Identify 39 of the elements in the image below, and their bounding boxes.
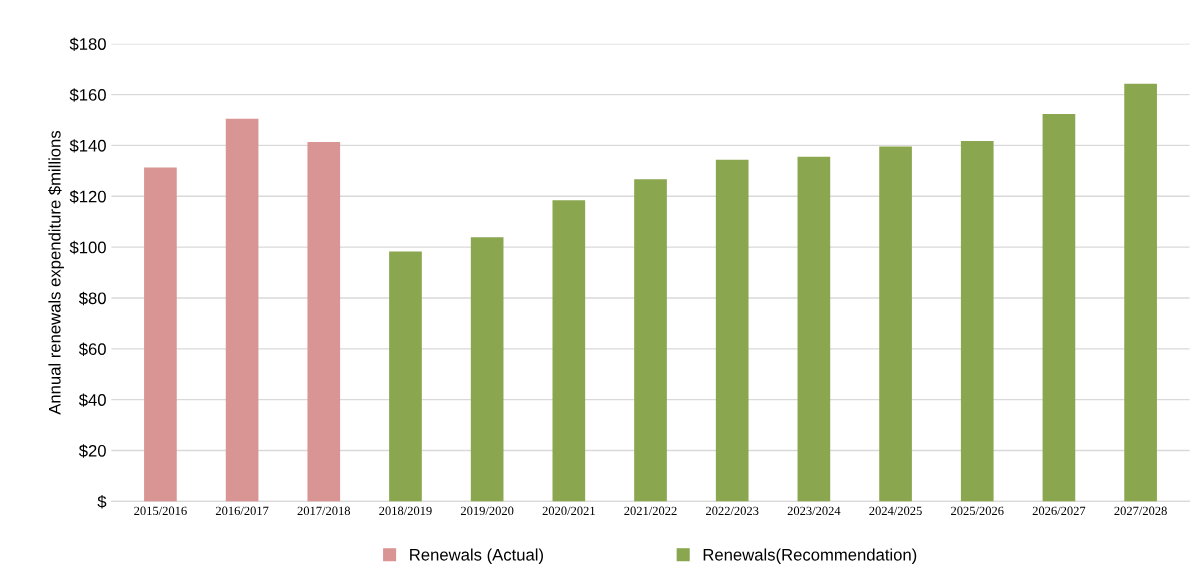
x-tick-label: 2021/2022 — [624, 506, 677, 516]
x-tick-label: 2016/2017 — [215, 506, 269, 516]
x-tick-label: 2022/2023 — [706, 506, 759, 516]
bar — [634, 179, 667, 502]
x-tick-label: 2023/2024 — [787, 506, 841, 516]
bar — [144, 167, 177, 502]
legend-label: Renewals (Actual) — [410, 548, 543, 564]
x-tick-label: 2026/2027 — [1032, 506, 1086, 516]
bar — [1124, 83, 1157, 502]
y-tick-label: $120 — [69, 189, 106, 204]
legend-label: Renewals(Recommendation) — [703, 548, 917, 564]
x-tick-label: 2015/2016 — [134, 506, 187, 516]
y-axis-title: Annual renewals expenditure $millions — [48, 130, 64, 415]
y-tick-label: $100 — [69, 240, 106, 255]
x-tick-label: 2025/2026 — [951, 506, 1004, 516]
y-tick-label: $20 — [78, 444, 106, 458]
bar — [470, 237, 504, 502]
bar — [1042, 113, 1076, 502]
bar — [225, 118, 259, 502]
x-tick-label: 2027/2028 — [1114, 506, 1167, 516]
x-tick-label: 2024/2025 — [869, 506, 922, 516]
bar — [960, 141, 994, 502]
x-tick-label: 2017/2018 — [297, 506, 351, 516]
y-tick-label: $ — [97, 495, 107, 509]
bar — [552, 200, 586, 502]
x-tick-label: 2018/2019 — [379, 506, 432, 516]
x-tick-label: 2019/2020 — [460, 506, 514, 516]
bar — [879, 146, 912, 502]
y-tick-label: $160 — [69, 88, 106, 102]
bar — [715, 159, 749, 502]
y-tick-label: $40 — [78, 393, 106, 407]
x-tick-label: 2020/2021 — [542, 506, 595, 516]
y-tick-label: $60 — [78, 342, 106, 357]
y-tick-label: $180 — [69, 37, 106, 51]
bar — [307, 142, 341, 502]
bar — [389, 251, 422, 502]
y-tick-label: $80 — [78, 291, 106, 306]
bar — [797, 156, 831, 502]
y-tick-label: $140 — [69, 139, 106, 153]
